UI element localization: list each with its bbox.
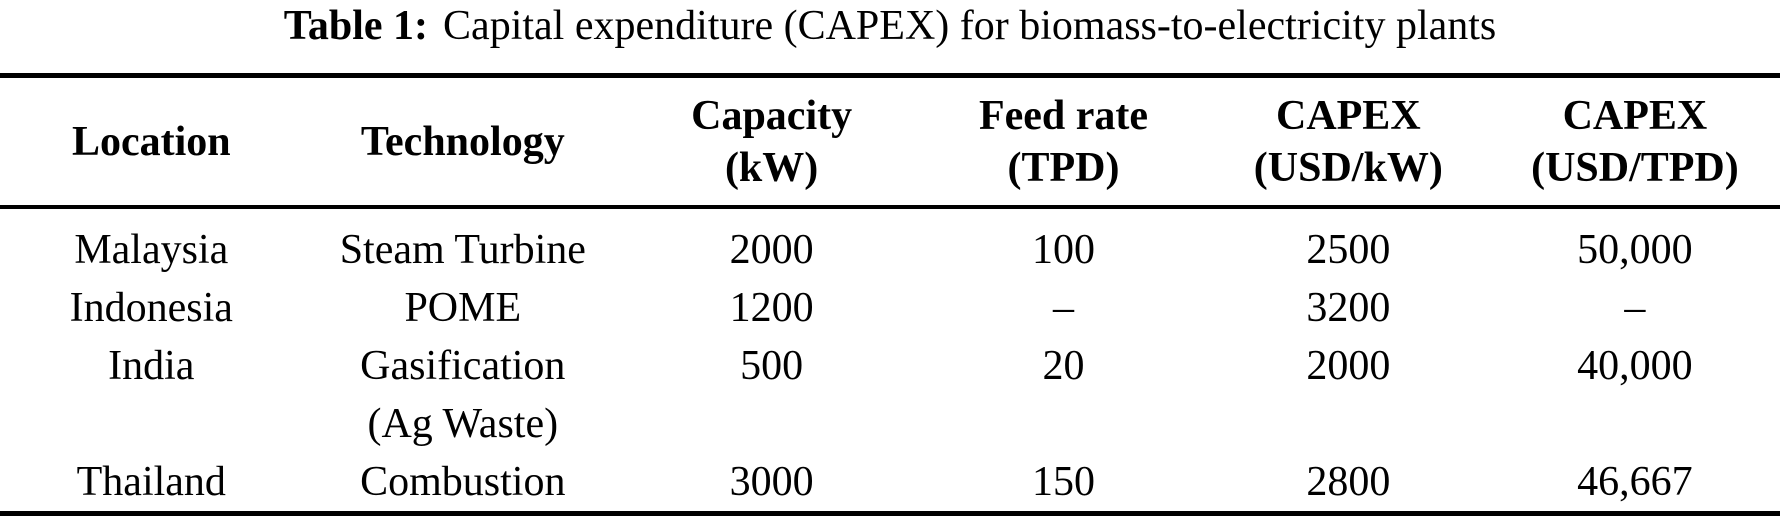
- table-cell: 3200: [1306, 285, 1391, 331]
- header-row: Location Technology Capacity (kW) Feed r…: [0, 75, 1780, 209]
- table-header: Location Technology Capacity (kW) Feed r…: [0, 75, 1780, 209]
- table-cell: 2000: [1306, 343, 1391, 389]
- table-cell: Indonesia: [69, 285, 233, 331]
- table-cell: 2800: [1306, 459, 1391, 505]
- table-cell: Gasification (Ag Waste): [303, 337, 623, 453]
- table-row: India Gasification (Ag Waste) 500 20 200…: [0, 337, 1780, 453]
- column-header-capex-usd-tpd: CAPEX (USD/TPD): [1489, 75, 1780, 209]
- technology-name: POME: [404, 285, 522, 331]
- header-line1: CAPEX: [1275, 92, 1421, 139]
- table-cell: 40,000: [1577, 343, 1693, 389]
- table-cell: –: [1053, 285, 1075, 331]
- table-cell: Combustion: [303, 453, 623, 514]
- header-line1: CAPEX: [1562, 92, 1708, 139]
- header-line1: Technology: [360, 118, 565, 165]
- table-cell: India: [108, 343, 195, 389]
- header-line1: Feed rate: [978, 92, 1149, 139]
- table-cell: 1200: [729, 285, 814, 331]
- header-line2: (USD/kW): [1253, 144, 1443, 191]
- table-cell: Thailand: [76, 459, 226, 505]
- header-line2: (USD/TPD): [1531, 144, 1739, 191]
- column-header-technology: Technology: [302, 75, 623, 209]
- table-row: Indonesia POME 1200 – 3200 –: [0, 279, 1780, 337]
- table-cell: 2000: [729, 227, 814, 273]
- table-cell: 50,000: [1577, 227, 1693, 273]
- column-header-feed-rate-tpd: Feed rate (TPD): [920, 75, 1207, 209]
- table-cell: 20: [1042, 343, 1085, 389]
- table-cell: 2500: [1306, 227, 1391, 273]
- technology-name: Gasification: [360, 343, 566, 389]
- column-header-capacity-kw: Capacity (kW): [622, 75, 921, 209]
- technology-name: Combustion: [360, 459, 566, 505]
- table-cell: 46,667: [1577, 459, 1693, 505]
- table-cell: Malaysia: [74, 227, 229, 273]
- table-cell: 150: [1032, 459, 1096, 505]
- table-row: Thailand Combustion 3000 150 2800 46,667: [0, 453, 1780, 514]
- header-line2: (kW): [724, 144, 819, 191]
- table-cell: –: [1624, 285, 1646, 331]
- table-cell: Steam Turbine: [303, 207, 623, 279]
- table-cell: 3000: [729, 459, 814, 505]
- table-caption-text: Capital expenditure (CAPEX) for biomass-…: [443, 3, 1497, 49]
- table-caption-label: Table 1:: [283, 3, 429, 49]
- column-header-capex-usd-kw: CAPEX (USD/kW): [1206, 75, 1490, 209]
- technology-note: (Ag Waste): [367, 401, 559, 447]
- table-cell: 500: [740, 343, 804, 389]
- technology-name: Steam Turbine: [339, 227, 586, 273]
- table-body: Malaysia Steam Turbine 2000 100 2500 50,…: [0, 207, 1780, 514]
- header-line1: Location: [71, 118, 231, 165]
- table-cell: POME: [303, 279, 623, 337]
- table-cell: 100: [1032, 227, 1096, 273]
- header-line2: (TPD): [1007, 144, 1120, 191]
- column-header-location: Location: [0, 75, 303, 209]
- capex-table: Location Technology Capacity (kW) Feed r…: [0, 73, 1780, 516]
- header-line1: Capacity: [691, 92, 853, 139]
- table-row: Malaysia Steam Turbine 2000 100 2500 50,…: [0, 207, 1780, 279]
- table-caption: Table 1: Capital expenditure (CAPEX) for …: [0, 0, 1780, 50]
